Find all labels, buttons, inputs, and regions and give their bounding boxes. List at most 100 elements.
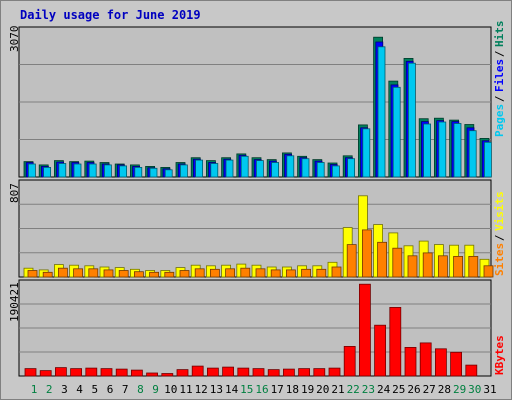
- bar-kbytes-day-1: [24, 368, 37, 377]
- bar-sites-day-5: [88, 268, 99, 278]
- bar-kbytes-day-28: [434, 348, 447, 377]
- bar-sites-day-2: [42, 271, 53, 278]
- bar-pages-day-24: [377, 46, 386, 178]
- bar-pages-day-16: [255, 160, 264, 178]
- bar-pages-day-6: [104, 164, 112, 178]
- x-label-day-15: 15: [240, 383, 253, 396]
- bar-kbytes-day-22: [343, 345, 356, 377]
- bar-pages-day-21: [331, 165, 340, 178]
- bar-kbytes-day-4: [70, 368, 82, 377]
- bar-kbytes-day-11: [176, 369, 189, 377]
- x-label-day-27: 27: [423, 383, 436, 396]
- bar-pages-day-12: [195, 159, 204, 178]
- legend-separator: /: [493, 50, 506, 57]
- bar-sites-day-7: [118, 270, 129, 278]
- bar-sites-day-4: [73, 268, 83, 278]
- bar-kbytes-day-21: [328, 367, 341, 377]
- y-max-label-kbytes: 190421: [8, 282, 21, 322]
- bar-sites-day-29: [453, 255, 464, 278]
- bar-sites-day-8: [133, 271, 144, 278]
- bar-pages-day-25: [392, 86, 401, 178]
- x-label-day-10: 10: [164, 383, 177, 396]
- bar-sites-day-13: [209, 268, 220, 278]
- bar-pages-day-2: [43, 166, 51, 178]
- bar-kbytes-day-19: [298, 368, 311, 377]
- panel-hits-files-pages: [18, 26, 492, 178]
- bars: [23, 36, 492, 178]
- bar-kbytes-day-7: [115, 368, 128, 377]
- x-label-day-12: 12: [195, 383, 208, 396]
- legend-sites: Sites: [493, 243, 506, 276]
- bar-pages-day-10: [164, 169, 173, 178]
- bar-kbytes-day-17: [267, 369, 280, 377]
- legend-separator: /: [493, 95, 506, 102]
- bars: [24, 283, 478, 377]
- chart-title: Daily usage for June 2019: [20, 8, 201, 22]
- x-label-day-31: 31: [483, 383, 496, 396]
- y-max-label-visits: 807: [8, 183, 21, 203]
- x-label-day-28: 28: [438, 383, 451, 396]
- bar-kbytes-day-29: [450, 351, 463, 377]
- bar-kbytes-day-18: [282, 368, 295, 377]
- bar-sites-day-20: [316, 268, 327, 278]
- bar-pages-day-29: [453, 123, 462, 178]
- bar-sites-day-12: [194, 268, 205, 278]
- legend-visits: Visits: [493, 191, 506, 231]
- bar-sites-day-28: [437, 255, 448, 278]
- bar-pages-day-14: [225, 159, 234, 178]
- bar-kbytes-day-5: [85, 367, 98, 377]
- bar-pages-day-15: [240, 155, 249, 178]
- bar-sites-day-6: [103, 269, 114, 278]
- bar-kbytes-day-24: [374, 324, 387, 377]
- bar-kbytes-day-13: [206, 367, 219, 377]
- x-label-day-7: 7: [122, 383, 129, 396]
- x-label-day-30: 30: [468, 383, 481, 396]
- bar-pages-day-28: [438, 121, 447, 178]
- panel-visits-sites: [18, 179, 494, 278]
- bar-pages-day-27: [423, 123, 432, 178]
- bar-kbytes-day-14: [222, 366, 235, 377]
- bar-sites-day-26: [407, 255, 418, 278]
- x-label-day-26: 26: [407, 383, 420, 396]
- bar-pages-day-5: [88, 163, 97, 178]
- x-label-day-20: 20: [316, 383, 329, 396]
- bar-kbytes-day-30: [465, 364, 478, 377]
- bar-kbytes-day-2: [39, 370, 52, 377]
- x-label-day-1: 1: [31, 383, 38, 396]
- bar-kbytes-day-6: [100, 368, 113, 377]
- bar-sites-day-15: [240, 267, 251, 278]
- x-label-day-17: 17: [271, 383, 284, 396]
- legend-visits-sites: Sites / Visits: [493, 191, 506, 276]
- x-label-day-8: 8: [137, 383, 144, 396]
- bar-sites-day-16: [255, 268, 266, 278]
- x-label-day-24: 24: [377, 383, 391, 396]
- x-label-day-9: 9: [152, 383, 159, 396]
- x-label-day-25: 25: [392, 383, 405, 396]
- x-label-day-19: 19: [301, 383, 314, 396]
- bar-kbytes-day-27: [419, 342, 432, 377]
- bar-kbytes-day-3: [55, 367, 67, 377]
- legend-hits-files-pages: Pages / Files / Hits: [493, 21, 506, 138]
- legend-hits: Hits: [493, 21, 506, 48]
- x-label-day-21: 21: [331, 383, 344, 396]
- legend-kbytes: KBytes: [493, 335, 506, 375]
- x-label-day-22: 22: [347, 383, 360, 396]
- bar-sites-day-11: [179, 270, 190, 278]
- bar-kbytes-day-23: [358, 283, 371, 377]
- bar-sites-day-10: [164, 271, 175, 278]
- bar-pages-day-30: [468, 130, 477, 178]
- x-label-day-23: 23: [362, 383, 375, 396]
- bar-sites-day-22: [346, 244, 357, 278]
- x-label-day-11: 11: [179, 383, 192, 396]
- y-max-label-hits: 3070: [8, 26, 21, 53]
- bar-pages-day-23: [362, 128, 371, 178]
- bar-kbytes-day-9: [146, 372, 159, 377]
- bar-kbytes-day-16: [252, 368, 265, 377]
- bar-pages-day-19: [301, 158, 310, 178]
- bar-sites-day-30: [468, 255, 479, 278]
- bar-pages-day-18: [286, 155, 295, 178]
- bar-pages-day-1: [27, 163, 36, 178]
- bar-sites-day-31: [483, 265, 494, 278]
